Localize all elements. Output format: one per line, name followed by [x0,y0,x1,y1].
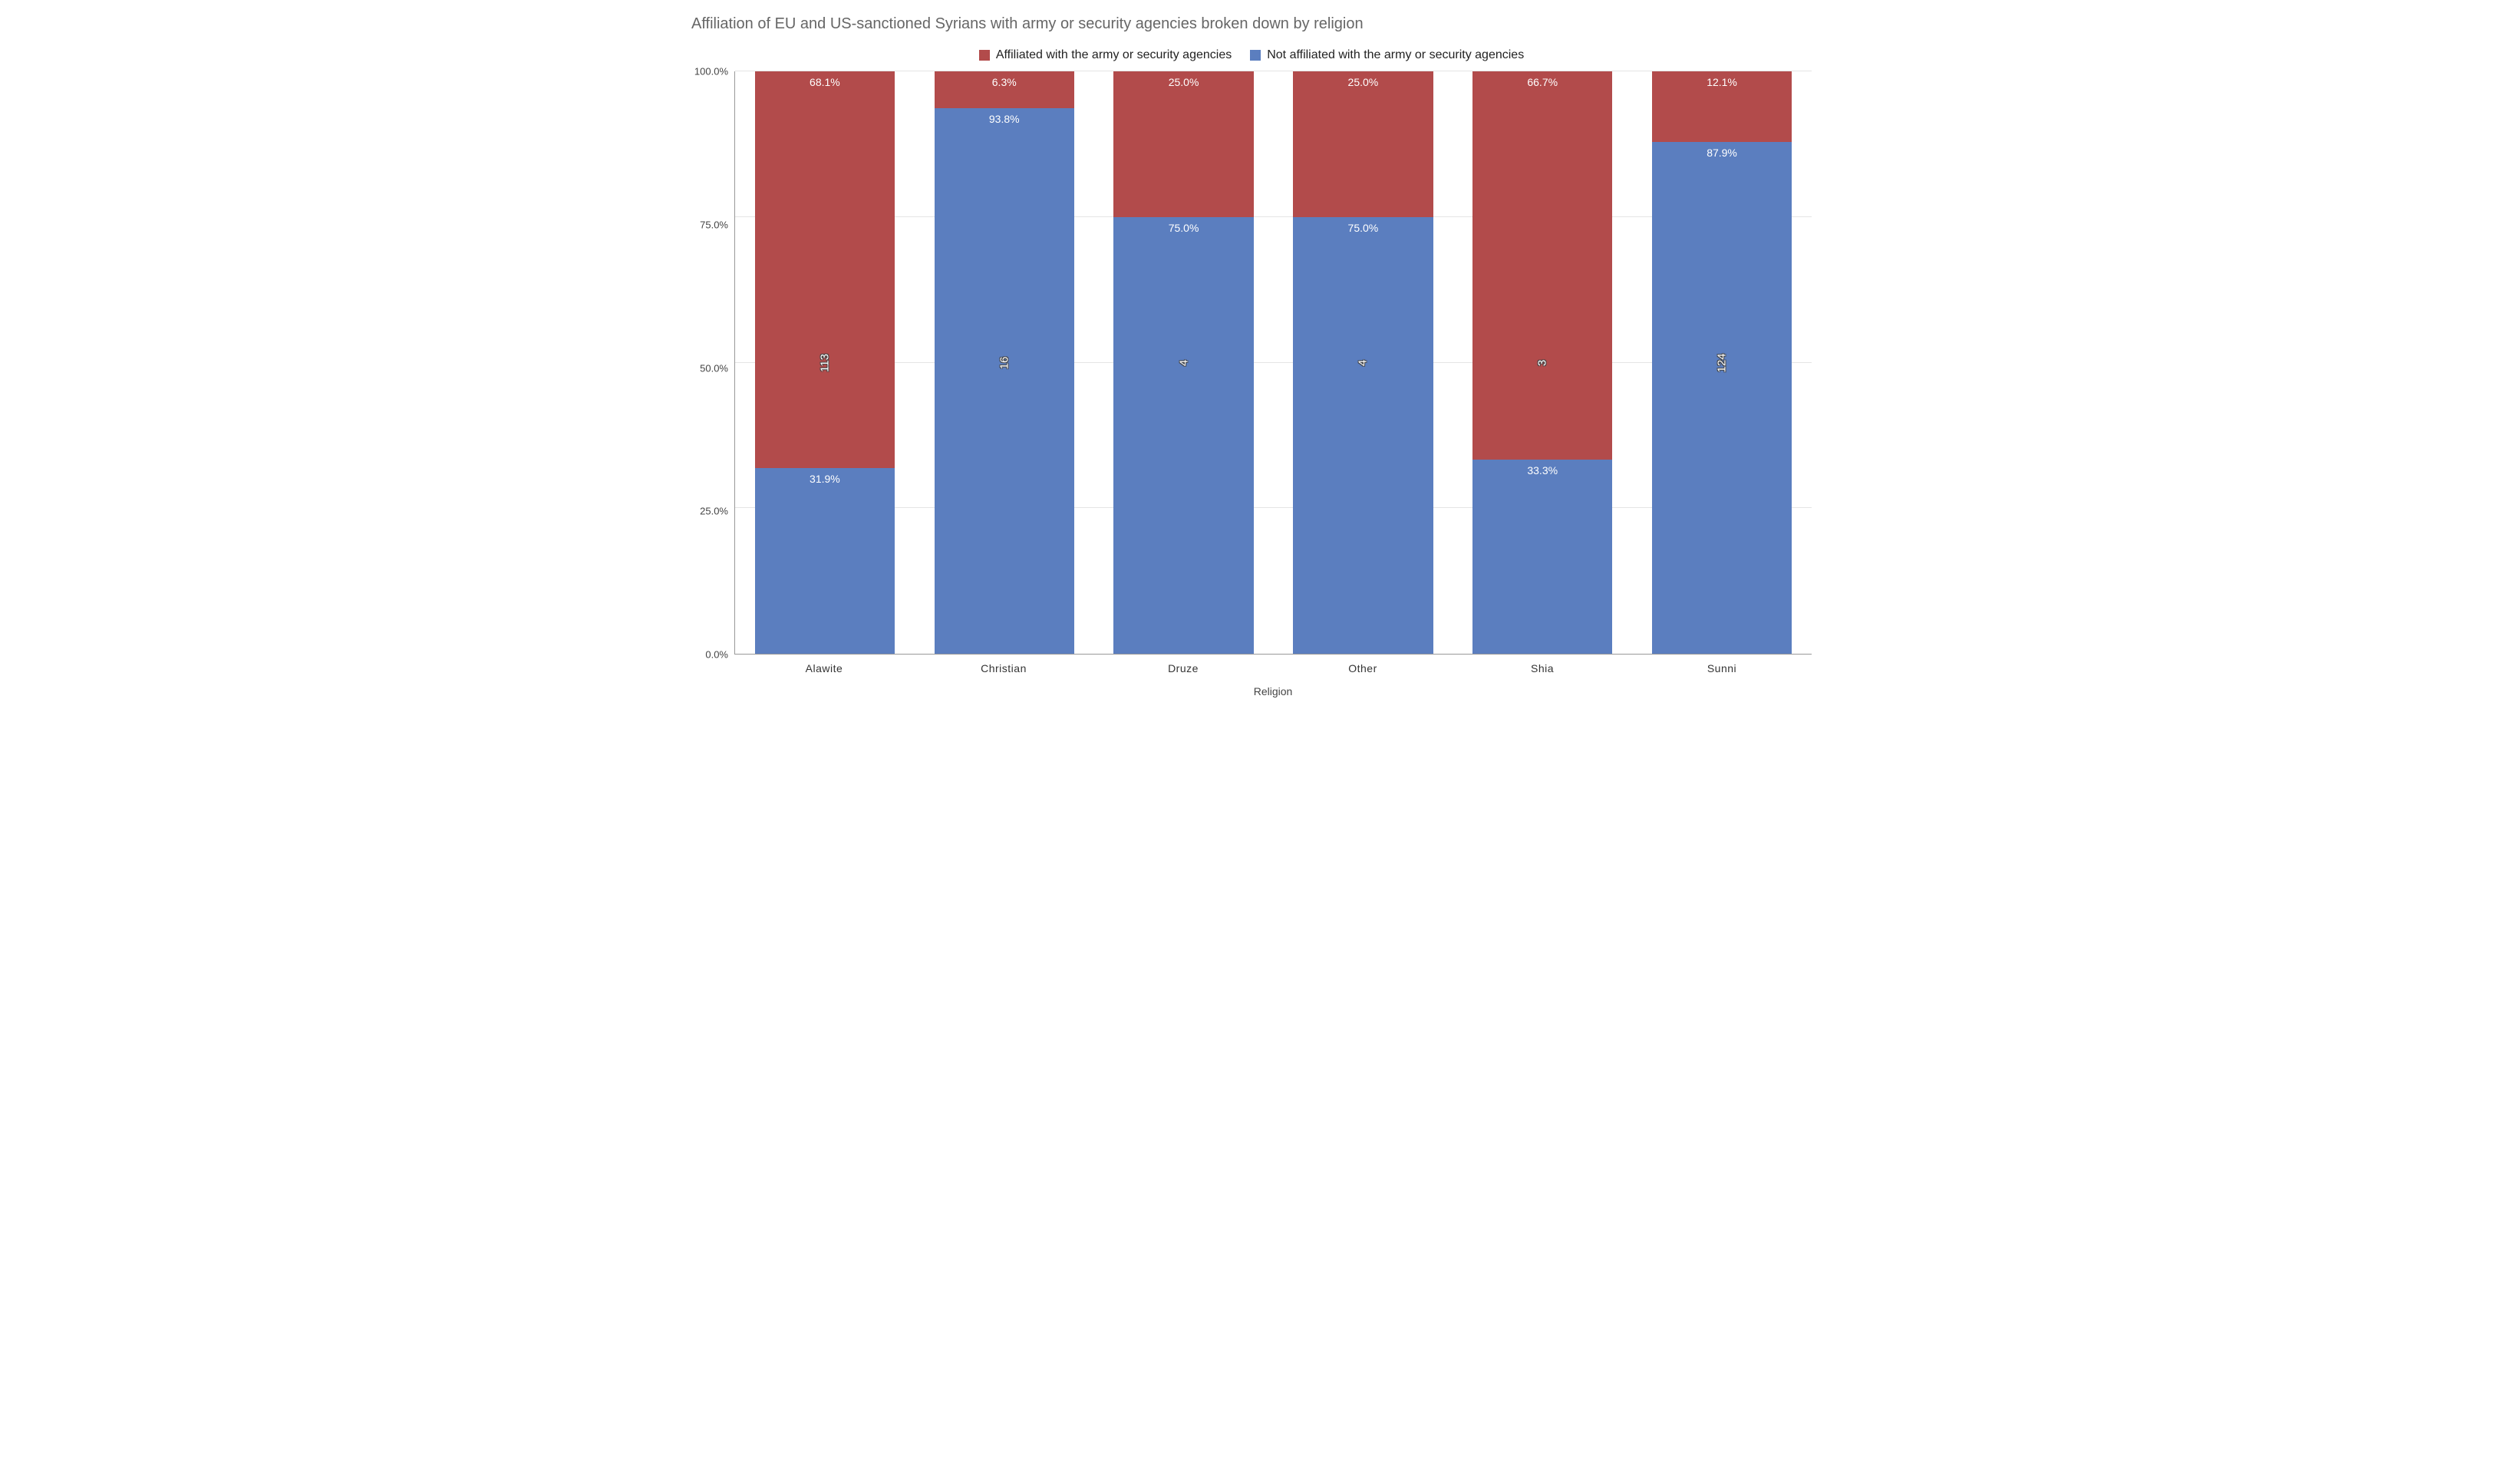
y-tick: 75.0% [700,219,728,229]
segment-not-affiliated: 33.3% [1472,460,1612,654]
segment-label-not-affiliated: 75.0% [1113,222,1253,234]
segment-label-affiliated: 68.1% [755,76,895,88]
segment-label-affiliated: 6.3% [935,76,1074,88]
x-axis: AlawiteChristianDruzeOtherShiaSunni [734,662,1812,674]
stacked-bar-chart: Affiliation of EU and US-sanctioned Syri… [691,15,1812,697]
segment-not-affiliated: 75.0% [1113,217,1253,654]
segment-label-not-affiliated: 33.3% [1472,464,1612,477]
segment-affiliated: 12.1% [1652,71,1792,142]
segment-affiliated: 68.1% [755,71,895,468]
bar: 12.1%87.9%124 [1652,71,1792,654]
bar: 68.1%31.9%113 [755,71,895,654]
x-tick: Alawite [734,662,914,674]
bar-slot: 25.0%75.0%4 [1273,71,1453,654]
segment-affiliated: 66.7% [1472,71,1612,460]
y-tick: 50.0% [700,363,728,373]
segment-not-affiliated: 93.8% [935,108,1074,654]
segment-label-not-affiliated: 93.8% [935,113,1074,125]
bar-slot: 68.1%31.9%113 [735,71,915,654]
legend-label-not-affiliated: Not affiliated with the army or security… [1267,48,1524,62]
x-tick: Sunni [1632,662,1812,674]
x-tick: Shia [1453,662,1632,674]
x-axis-title: Religion [734,685,1812,697]
segment-not-affiliated: 75.0% [1293,217,1433,654]
segment-label-not-affiliated: 87.9% [1652,147,1792,159]
segment-affiliated: 25.0% [1113,71,1253,217]
bar: 6.3%93.8%16 [935,71,1074,654]
legend-item-affiliated: Affiliated with the army or security age… [979,48,1232,62]
segment-not-affiliated: 31.9% [755,468,895,654]
legend-swatch-not-affiliated [1250,50,1261,61]
segment-affiliated: 25.0% [1293,71,1433,217]
segment-label-affiliated: 25.0% [1293,76,1433,88]
plot-area: 68.1%31.9%1136.3%93.8%1625.0%75.0%425.0%… [734,71,1812,655]
segment-affiliated: 6.3% [935,71,1074,108]
bar-slot: 66.7%33.3%3 [1453,71,1632,654]
x-tick: Christian [914,662,1093,674]
segment-label-not-affiliated: 75.0% [1293,222,1433,234]
bar-slot: 6.3%93.8%16 [915,71,1094,654]
segment-label-affiliated: 25.0% [1113,76,1253,88]
bar: 66.7%33.3%3 [1472,71,1612,654]
bar-slot: 12.1%87.9%124 [1632,71,1812,654]
y-tick: 25.0% [700,506,728,516]
chart-title: Affiliation of EU and US-sanctioned Syri… [691,15,1812,33]
x-tick: Other [1273,662,1453,674]
y-axis: 100.0% 75.0% 50.0% 25.0% 0.0% [691,71,734,655]
bar: 25.0%75.0%4 [1113,71,1253,654]
y-tick: 0.0% [705,650,728,660]
bars-row: 68.1%31.9%1136.3%93.8%1625.0%75.0%425.0%… [735,71,1812,654]
legend-label-affiliated: Affiliated with the army or security age… [996,48,1232,62]
legend-swatch-affiliated [979,50,990,61]
bar: 25.0%75.0%4 [1293,71,1433,654]
legend: Affiliated with the army or security age… [691,48,1812,62]
segment-label-affiliated: 66.7% [1472,76,1612,88]
segment-not-affiliated: 87.9% [1652,142,1792,654]
legend-item-not-affiliated: Not affiliated with the army or security… [1250,48,1524,62]
x-tick: Druze [1093,662,1273,674]
segment-label-affiliated: 12.1% [1652,76,1792,88]
segment-label-not-affiliated: 31.9% [755,473,895,485]
y-tick: 100.0% [694,67,728,77]
bar-slot: 25.0%75.0%4 [1094,71,1274,654]
